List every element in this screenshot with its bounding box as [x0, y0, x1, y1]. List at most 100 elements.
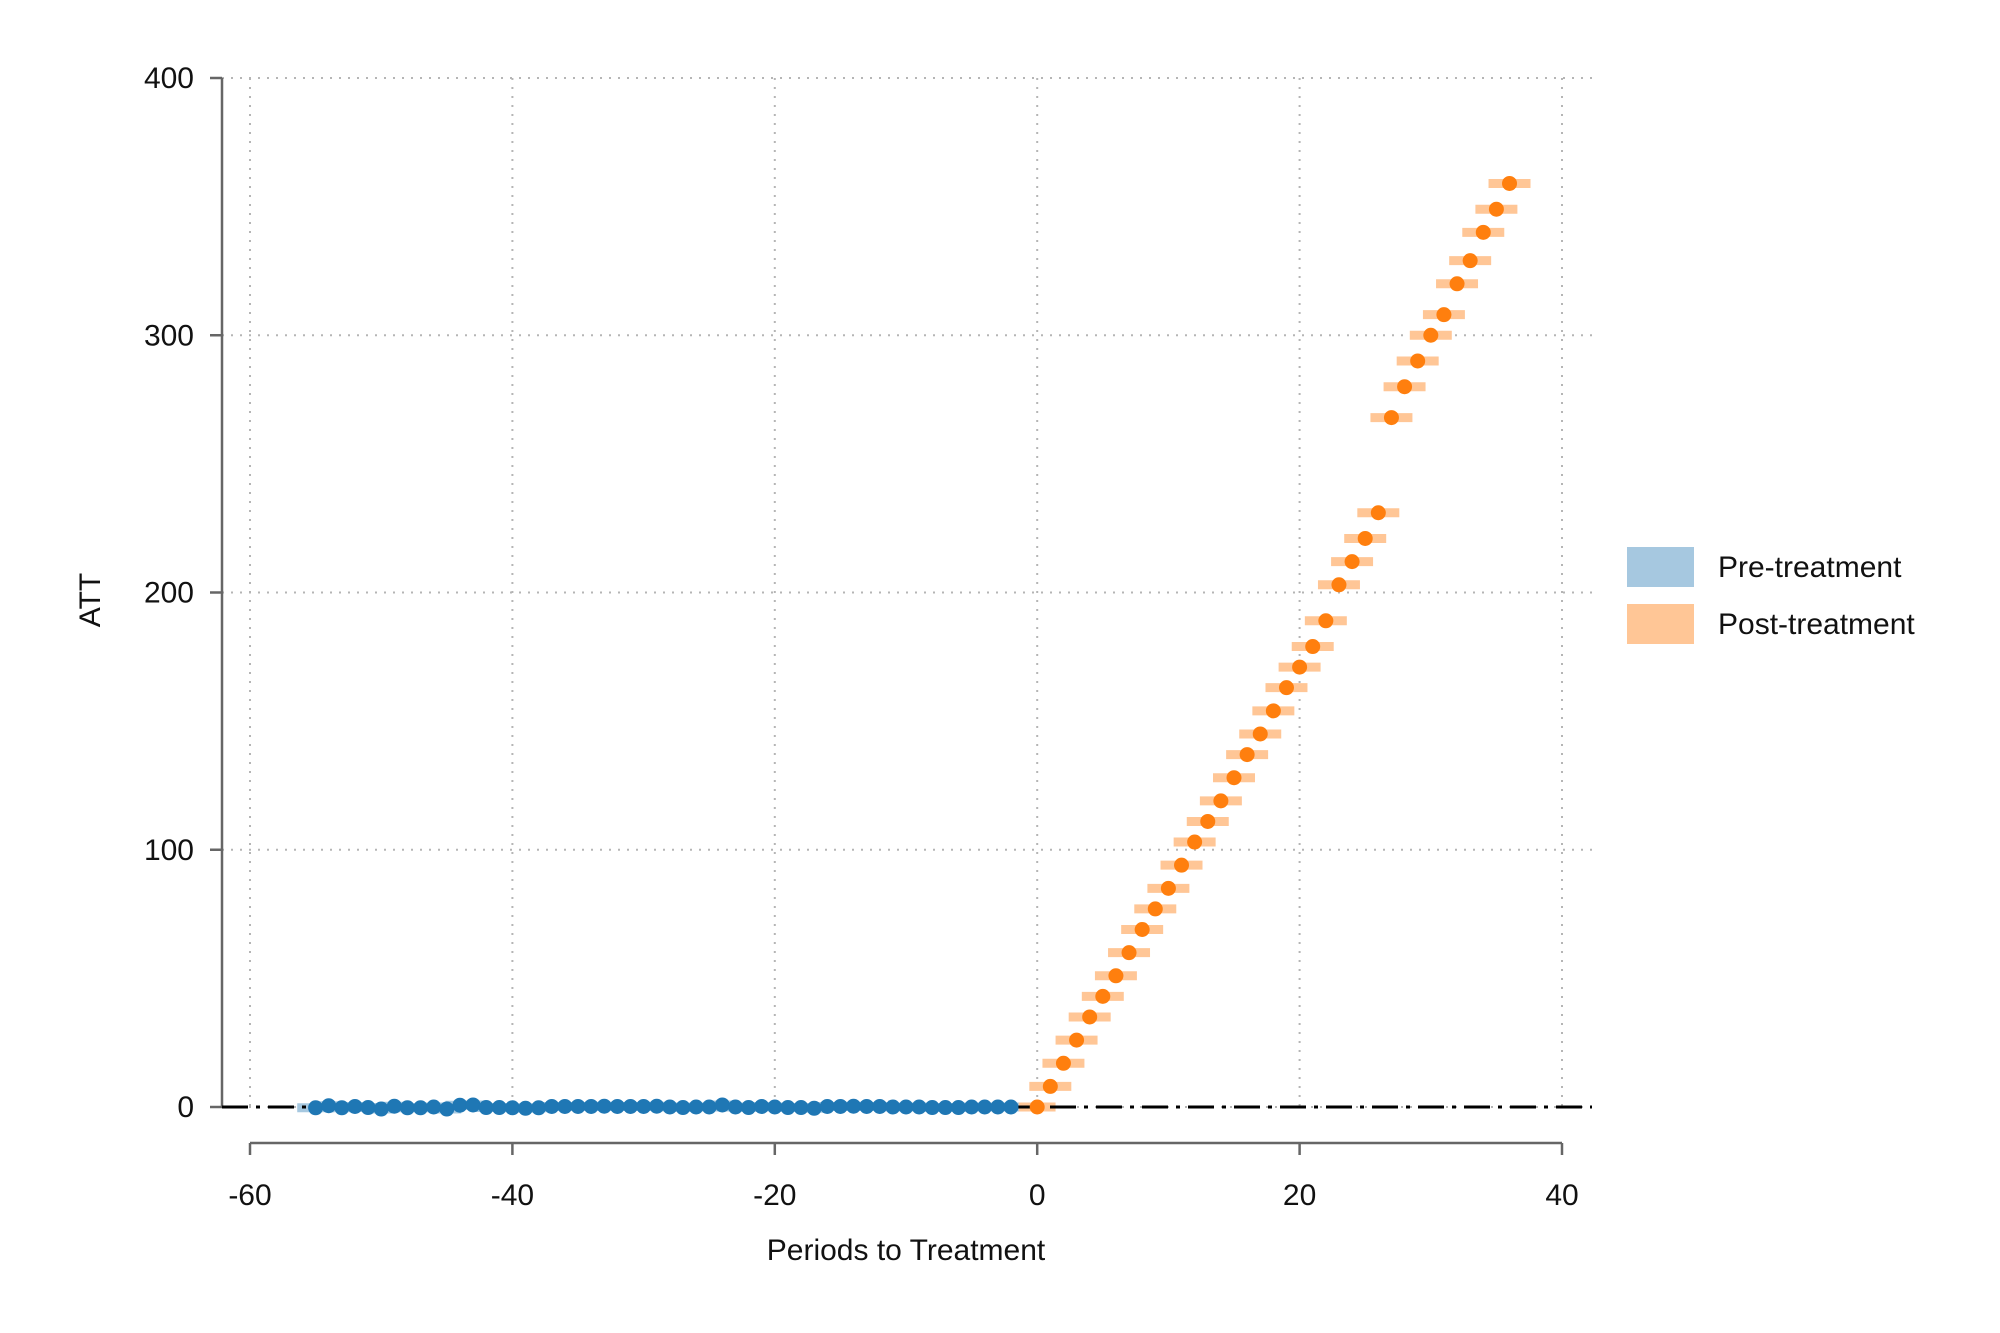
data-point — [1174, 857, 1190, 873]
y-axis-title: ATT — [74, 573, 107, 627]
data-point — [334, 1100, 350, 1116]
data-point — [1397, 379, 1413, 395]
data-point — [806, 1100, 822, 1116]
legend-swatch — [1627, 547, 1694, 587]
data-point — [452, 1097, 468, 1113]
data-point — [675, 1100, 691, 1116]
data-point — [1252, 726, 1268, 742]
x-tick-label: 0 — [1029, 1179, 1046, 1212]
data-point — [347, 1098, 363, 1114]
data-point — [1082, 1009, 1098, 1025]
data-point — [1292, 659, 1308, 675]
data-point — [1383, 410, 1399, 426]
data-point — [1344, 554, 1360, 570]
data-point — [583, 1098, 599, 1114]
data-point — [964, 1099, 980, 1115]
data-point — [1410, 353, 1426, 369]
confidence-intervals — [297, 178, 1531, 1114]
x-tick-label: -60 — [228, 1179, 271, 1212]
data-point — [1436, 307, 1452, 323]
data-point — [1305, 639, 1321, 655]
data-point — [570, 1098, 586, 1114]
data-point — [1029, 1099, 1045, 1115]
data-point — [1502, 175, 1518, 191]
data-point — [898, 1099, 914, 1115]
x-tick-label: 40 — [1545, 1179, 1578, 1212]
data-point — [439, 1101, 455, 1117]
data-point — [399, 1100, 415, 1116]
data-point — [1200, 813, 1216, 829]
y-tick-label: 0 — [177, 1091, 194, 1124]
x-tick-label: 20 — [1283, 1179, 1316, 1212]
x-axis-title: Periods to Treatment — [767, 1234, 1046, 1267]
data-point — [649, 1098, 665, 1114]
data-point — [557, 1098, 573, 1114]
data-point — [754, 1098, 770, 1114]
data-point — [544, 1098, 560, 1114]
data-point — [780, 1100, 796, 1116]
data-point — [1134, 921, 1150, 937]
data-point — [413, 1100, 429, 1116]
data-point — [1095, 988, 1111, 1004]
data-point — [819, 1098, 835, 1114]
y-tick-label: 100 — [144, 834, 194, 867]
data-point — [360, 1100, 376, 1116]
data-point — [1187, 834, 1203, 850]
data-point — [1488, 201, 1504, 217]
data-point — [1357, 530, 1373, 546]
data-point — [924, 1100, 940, 1116]
data-point — [872, 1098, 888, 1114]
legend-label: Post-treatment — [1718, 608, 1915, 641]
data-point — [727, 1099, 743, 1115]
data-point — [701, 1099, 717, 1115]
data-point — [1213, 793, 1229, 809]
data-point — [1462, 253, 1478, 269]
data-point — [504, 1100, 520, 1116]
data-point — [386, 1098, 402, 1114]
data-point — [1147, 901, 1163, 917]
data-point — [714, 1097, 730, 1113]
data-point — [1370, 505, 1386, 521]
axes: 0 100 200 300 400 -60 -40 -20 0 20 40 — [144, 62, 1579, 1212]
data-point — [531, 1100, 547, 1116]
data-point — [1003, 1099, 1019, 1115]
data-point — [491, 1100, 507, 1116]
data-point — [662, 1099, 678, 1115]
legend-label: Pre-treatment — [1718, 551, 1902, 584]
data-point — [990, 1099, 1006, 1115]
data-point — [1265, 703, 1281, 719]
data-point — [767, 1099, 783, 1115]
data-point — [1449, 276, 1465, 292]
data-point — [518, 1100, 534, 1116]
data-point — [1069, 1032, 1085, 1048]
data-point — [911, 1099, 927, 1115]
data-point — [832, 1098, 848, 1114]
data-point — [950, 1100, 966, 1116]
data-point — [885, 1099, 901, 1115]
data-point — [1331, 577, 1347, 593]
data-point — [1278, 680, 1294, 696]
data-point — [1239, 747, 1255, 763]
point-estimates — [308, 175, 1518, 1117]
legend-swatch — [1627, 604, 1694, 644]
data-point — [478, 1100, 494, 1116]
data-point — [609, 1098, 625, 1114]
data-point — [688, 1099, 704, 1115]
data-point — [1108, 968, 1124, 984]
data-point — [741, 1100, 757, 1116]
data-point — [1042, 1078, 1058, 1094]
x-tick-label: -40 — [491, 1179, 534, 1212]
data-point — [846, 1098, 862, 1114]
data-point — [937, 1100, 953, 1116]
y-tick-label: 200 — [144, 577, 194, 610]
data-point — [1475, 224, 1491, 240]
y-tick-label: 400 — [144, 62, 194, 95]
data-point — [308, 1100, 324, 1116]
data-point — [596, 1098, 612, 1114]
data-point — [977, 1099, 993, 1115]
data-point — [373, 1101, 389, 1117]
data-point — [793, 1100, 809, 1116]
data-point — [426, 1099, 442, 1115]
data-point — [465, 1097, 481, 1113]
data-point — [622, 1098, 638, 1114]
